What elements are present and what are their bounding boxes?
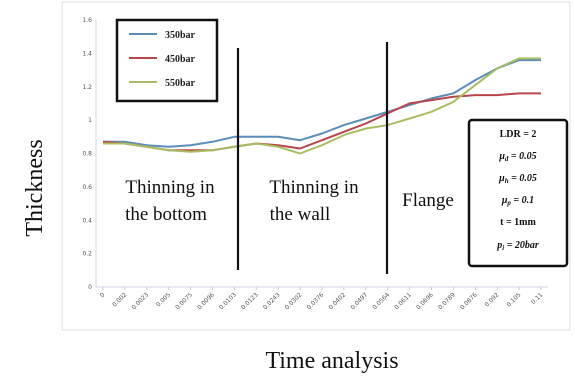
- y-tick-label: 0.4: [82, 217, 92, 224]
- region-label-wall-line2: the wall: [270, 204, 331, 225]
- y-tick-label: 1.4: [82, 50, 92, 57]
- x-tick-labels: 0 0.002 0.0023 0.005 0.0075 0.0096 0.0103 0.012…: [99, 291, 545, 311]
- x-tick-label: 0.0023: [130, 291, 150, 311]
- x-tick-label: 0.0497: [349, 291, 369, 311]
- parameters-box: LDR = 2 μd = 0.05 μh = 0.05 μp = 0.1 t =…: [467, 118, 569, 268]
- region-label-bottom-line1: Thinning in: [125, 177, 215, 198]
- y-tick-label: 1: [88, 117, 92, 124]
- axes: [95, 20, 548, 290]
- x-tick-label: 0.0564: [371, 291, 391, 311]
- y-tick-label: 0.6: [82, 184, 92, 191]
- param-mu-h: μh = 0.05: [498, 173, 537, 185]
- x-tick-label: 0.002: [111, 291, 128, 308]
- x-tick-label: 0.0075: [174, 291, 194, 311]
- y-tick-label: 0.8: [82, 151, 92, 158]
- x-tick-label: 0.0103: [218, 291, 238, 311]
- x-tick-label: 0.0402: [328, 291, 348, 311]
- x-tick-label: 0.0096: [196, 291, 216, 311]
- plot-frame: [61, 1, 571, 331]
- param-ldr: LDR = 2: [500, 129, 537, 140]
- y-tick-label: 1.2: [82, 84, 92, 91]
- x-tick-label: 0.092: [484, 291, 501, 308]
- region-label-flange: Flange: [402, 190, 454, 211]
- x-tick-label: 0.0302: [284, 291, 304, 311]
- y-tick-label: 0: [88, 284, 92, 291]
- region-label-bottom-line2: the bottom: [125, 204, 207, 225]
- x-tick-label: 0.0611: [393, 291, 413, 311]
- series-line-350bar: [103, 59, 541, 148]
- parameters-frame: [467, 118, 569, 268]
- x-tick-label: 0.0876: [459, 291, 479, 311]
- x-axis-title: Time analysis: [265, 348, 398, 374]
- x-tick-label: 0.0123: [240, 291, 260, 311]
- y-tick-labels: 0 0.2 0.4 0.6 0.8 1 1.2 1.4 1.6: [82, 17, 92, 291]
- param-mu-p: μp = 0.1: [501, 195, 534, 207]
- x-tick-label: 0.005: [155, 291, 172, 308]
- param-pressure: pi = 20bar: [496, 240, 539, 252]
- param-thickness: t = 1mm: [500, 217, 536, 228]
- x-tick-label: 0.0243: [262, 291, 282, 311]
- legend: 350bar 450bar 550bar: [115, 18, 219, 103]
- x-tick-label: 0.105: [505, 291, 522, 308]
- param-mu-d: μd = 0.05: [498, 151, 536, 163]
- region-label-wall-line1: Thinning in: [269, 177, 359, 198]
- x-tick-label: 0.11: [530, 291, 545, 306]
- y-tick-label: 0.2: [82, 251, 92, 258]
- x-tick-label: 0.0696: [415, 291, 435, 311]
- y-tick-label: 1.6: [82, 17, 92, 24]
- legend-label-550bar: 550bar: [165, 78, 196, 89]
- x-tick-label: 0: [99, 291, 107, 299]
- series-line-550bar: [103, 57, 541, 155]
- legend-label-450bar: 450bar: [165, 54, 196, 65]
- x-tick-label: 0.0376: [306, 291, 326, 311]
- y-axis-title: Thickness: [22, 139, 48, 236]
- series-layer: [102, 57, 541, 155]
- x-tick-label: 0.0789: [437, 291, 457, 311]
- legend-label-350bar: 350bar: [165, 30, 196, 41]
